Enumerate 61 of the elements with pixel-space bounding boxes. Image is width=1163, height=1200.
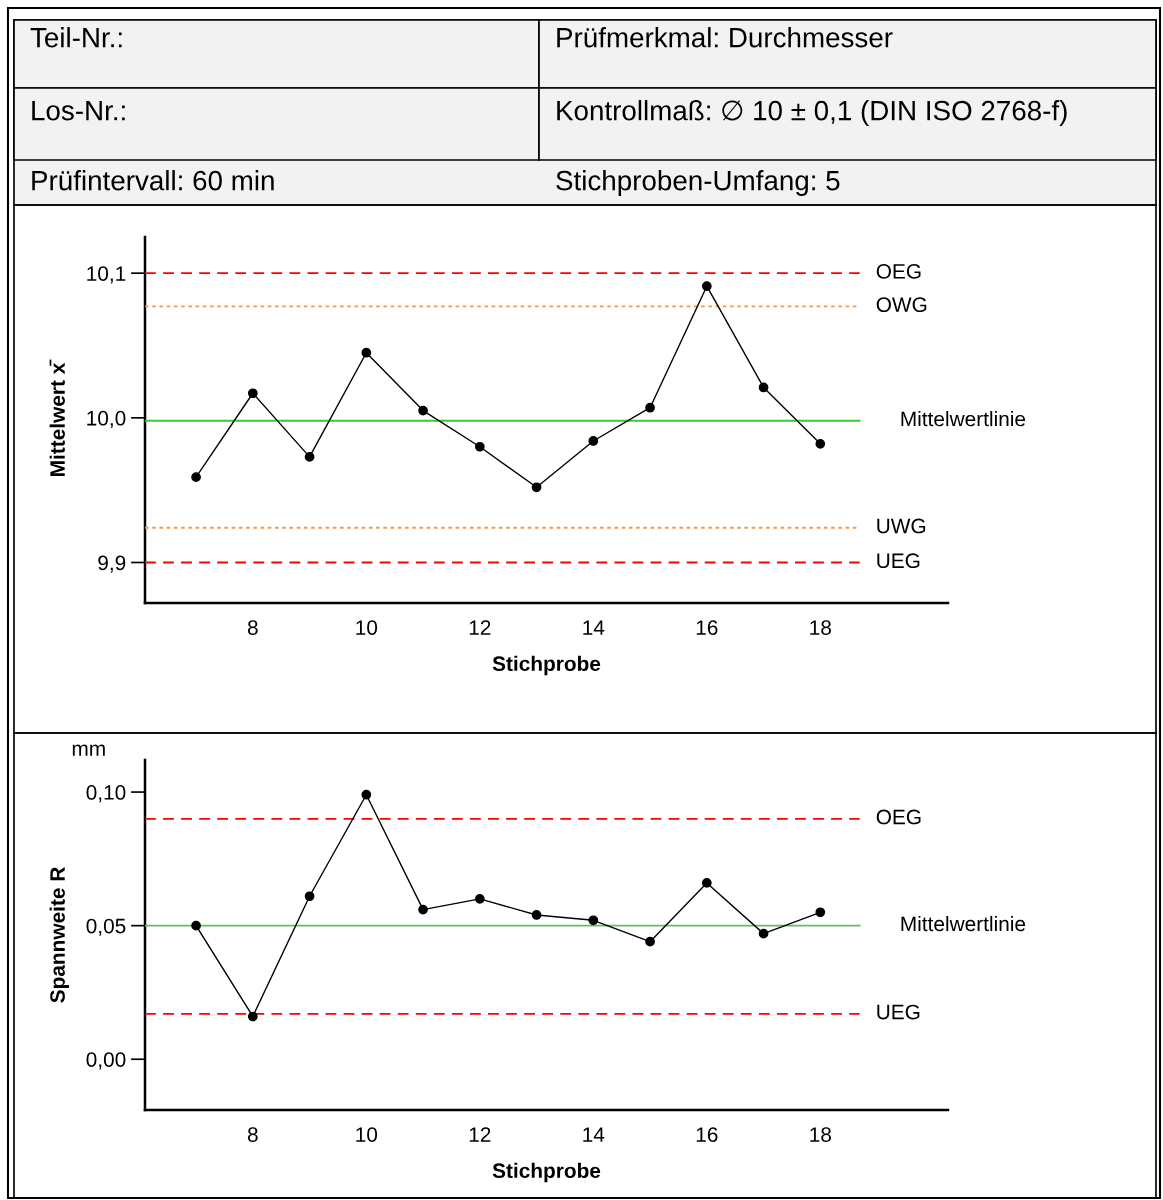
x-tick-label: 12 xyxy=(469,620,491,635)
point xyxy=(531,910,542,920)
ref-line-label: OEG xyxy=(876,264,921,279)
x-axis-title: Stichprobe xyxy=(492,1162,601,1183)
point xyxy=(247,1011,258,1022)
y-axis-title: Mittelwert x̄ xyxy=(49,359,65,476)
text: Stichproben-Umfang: 5 xyxy=(556,170,840,196)
y-tick-label: 0,00 xyxy=(86,1052,126,1070)
x-tick-label: 10 xyxy=(356,620,378,635)
x-tick-label: 14 xyxy=(583,620,605,635)
point xyxy=(588,915,599,926)
x-tick-label: 12 xyxy=(469,1127,491,1142)
text: Los-Nr.: xyxy=(32,101,125,121)
y-tick-label: 0,05 xyxy=(86,918,126,936)
point xyxy=(588,436,599,446)
point xyxy=(758,928,769,939)
y-axis-title: Spannweite R xyxy=(49,867,70,1003)
text: Prüfintervall: 60 min xyxy=(32,170,274,191)
y-tick-label: 10,1 xyxy=(87,266,126,284)
point xyxy=(758,382,769,393)
point xyxy=(815,907,826,918)
x-tick-label: 10 xyxy=(356,1127,378,1142)
point xyxy=(645,936,655,947)
text: mm xyxy=(72,744,105,756)
point xyxy=(304,452,315,462)
x-tick-label: 18 xyxy=(810,1127,831,1142)
x-tick-label: 8 xyxy=(247,620,258,635)
y-tick-label: 0,10 xyxy=(86,785,126,803)
text: Kontrollmaß: ∅ 10 ± 0,1 (DIN ISO 2768-f) xyxy=(557,100,1067,126)
point xyxy=(418,405,428,416)
point xyxy=(418,904,428,915)
point xyxy=(361,789,372,800)
ref-line-label: UWG xyxy=(877,518,926,534)
point xyxy=(701,878,712,888)
x-tick-label: 8 xyxy=(247,1127,258,1142)
ref-line-label: OEG xyxy=(876,809,921,825)
x-tick-label: 18 xyxy=(810,620,831,635)
x-tick-label: 16 xyxy=(696,1127,718,1142)
point xyxy=(531,482,542,493)
x-axis-title: Stichprobe xyxy=(492,655,601,676)
text: Prüfmerkmal: Durchmesser xyxy=(557,27,893,48)
point xyxy=(645,402,655,413)
ref-line-label: Mittelwertlinie xyxy=(901,915,1026,932)
point xyxy=(247,388,258,399)
point xyxy=(701,281,712,292)
y-tick-label: 10,0 xyxy=(87,410,126,429)
ref-line-label: OWG xyxy=(876,297,927,313)
point xyxy=(474,441,485,452)
text: Teil-Nr.: xyxy=(30,27,122,48)
y-tick-label: 9,9 xyxy=(98,555,126,573)
ref-line-label: Mittelwertlinie xyxy=(901,411,1026,427)
x-tick-label: 16 xyxy=(696,620,718,635)
point xyxy=(815,439,826,449)
x-tick-label: 14 xyxy=(583,1127,605,1142)
ref-line-label: UEG xyxy=(877,1004,920,1020)
point xyxy=(191,472,201,483)
point xyxy=(474,894,485,904)
ref-line-label: UEG xyxy=(877,553,920,569)
point xyxy=(191,920,201,931)
point xyxy=(361,347,372,358)
point xyxy=(304,891,315,902)
